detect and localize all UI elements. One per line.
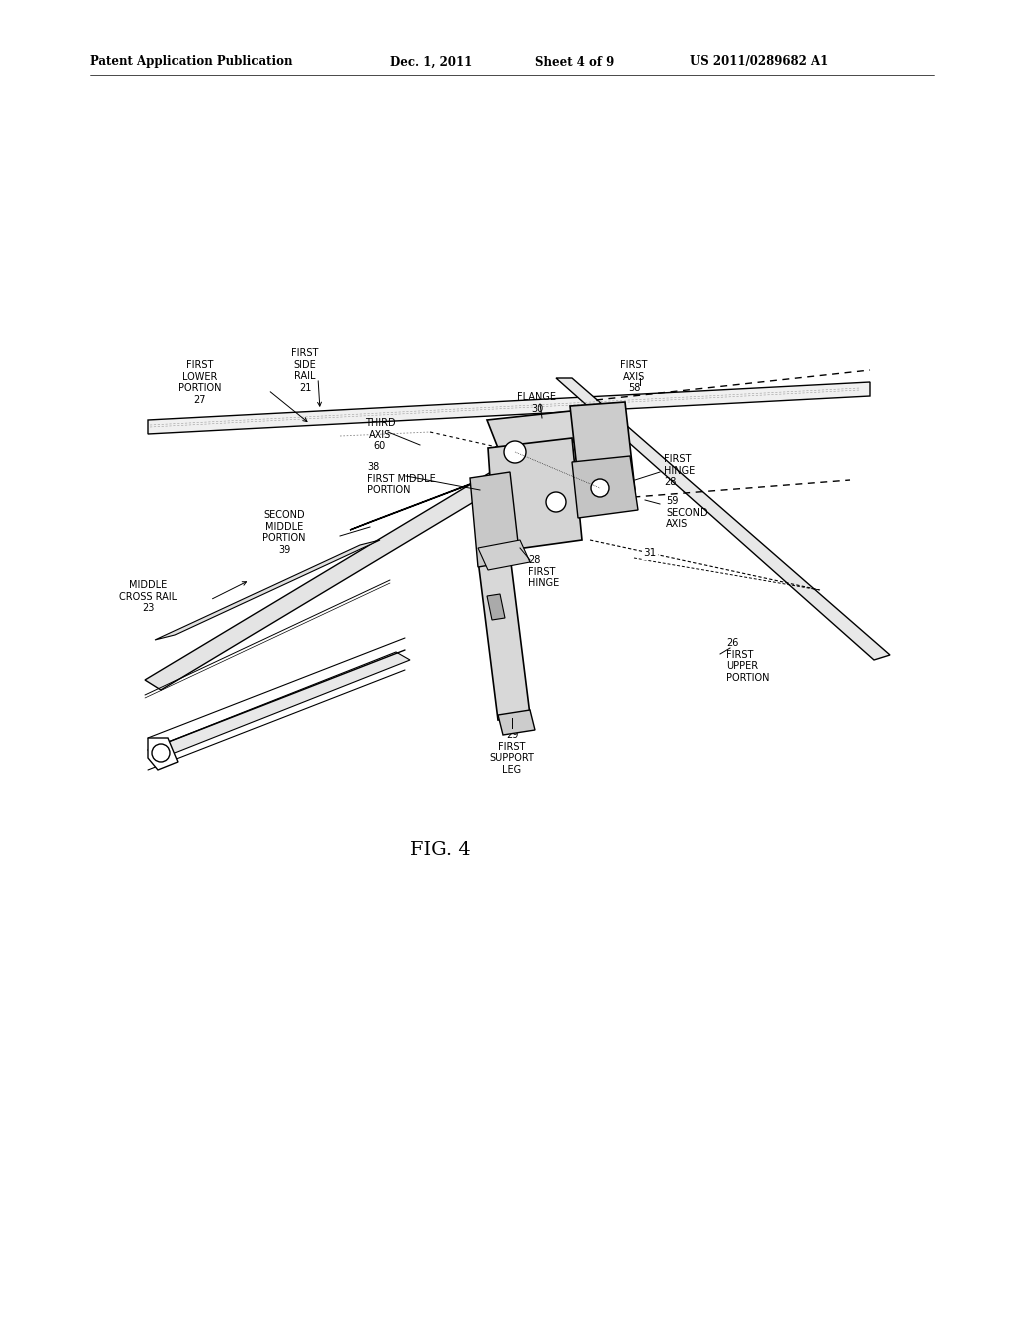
Text: 38
FIRST MIDDLE
PORTION: 38 FIRST MIDDLE PORTION bbox=[367, 462, 436, 495]
Polygon shape bbox=[148, 381, 870, 434]
Text: FIG. 4: FIG. 4 bbox=[410, 841, 470, 859]
Polygon shape bbox=[487, 411, 592, 447]
Text: FIRST
LOWER
PORTION
27: FIRST LOWER PORTION 27 bbox=[178, 360, 222, 405]
Polygon shape bbox=[570, 403, 635, 496]
Text: 29
FIRST
SUPPORT
LEG: 29 FIRST SUPPORT LEG bbox=[489, 730, 535, 775]
Polygon shape bbox=[350, 465, 520, 531]
Text: FIRST
HINGE
28: FIRST HINGE 28 bbox=[664, 454, 695, 487]
Text: 59
SECOND
AXIS: 59 SECOND AXIS bbox=[666, 496, 708, 529]
Text: 62: 62 bbox=[511, 444, 524, 453]
Text: FIRST
SIDE
RAIL
21: FIRST SIDE RAIL 21 bbox=[291, 348, 318, 393]
Text: 26
FIRST
UPPER
PORTION: 26 FIRST UPPER PORTION bbox=[726, 638, 769, 682]
Text: FLANGE
30: FLANGE 30 bbox=[517, 392, 556, 413]
Polygon shape bbox=[556, 378, 890, 660]
Text: MIDDLE
CROSS RAIL
23: MIDDLE CROSS RAIL 23 bbox=[119, 579, 177, 614]
Text: 28
FIRST
HINGE: 28 FIRST HINGE bbox=[528, 554, 559, 589]
Text: Dec. 1, 2011: Dec. 1, 2011 bbox=[390, 55, 472, 69]
Polygon shape bbox=[155, 540, 380, 640]
Text: 57: 57 bbox=[556, 495, 569, 506]
Polygon shape bbox=[488, 438, 582, 552]
Text: US 2011/0289682 A1: US 2011/0289682 A1 bbox=[690, 55, 828, 69]
Text: Sheet 4 of 9: Sheet 4 of 9 bbox=[535, 55, 614, 69]
Polygon shape bbox=[478, 540, 530, 570]
Polygon shape bbox=[148, 738, 178, 770]
Circle shape bbox=[546, 492, 566, 512]
Polygon shape bbox=[148, 652, 410, 758]
Text: 31: 31 bbox=[643, 548, 656, 558]
Circle shape bbox=[504, 441, 526, 463]
Polygon shape bbox=[487, 594, 505, 620]
Circle shape bbox=[591, 479, 609, 498]
Polygon shape bbox=[478, 554, 530, 719]
Polygon shape bbox=[498, 710, 535, 735]
Circle shape bbox=[152, 744, 170, 762]
Polygon shape bbox=[145, 422, 590, 690]
Text: FIRST
AXIS
58: FIRST AXIS 58 bbox=[621, 360, 648, 393]
Text: Patent Application Publication: Patent Application Publication bbox=[90, 55, 293, 69]
Polygon shape bbox=[572, 455, 638, 517]
Polygon shape bbox=[470, 473, 520, 568]
Text: THIRD
AXIS
60: THIRD AXIS 60 bbox=[365, 418, 395, 451]
Text: SECOND
MIDDLE
PORTION
39: SECOND MIDDLE PORTION 39 bbox=[262, 510, 306, 554]
